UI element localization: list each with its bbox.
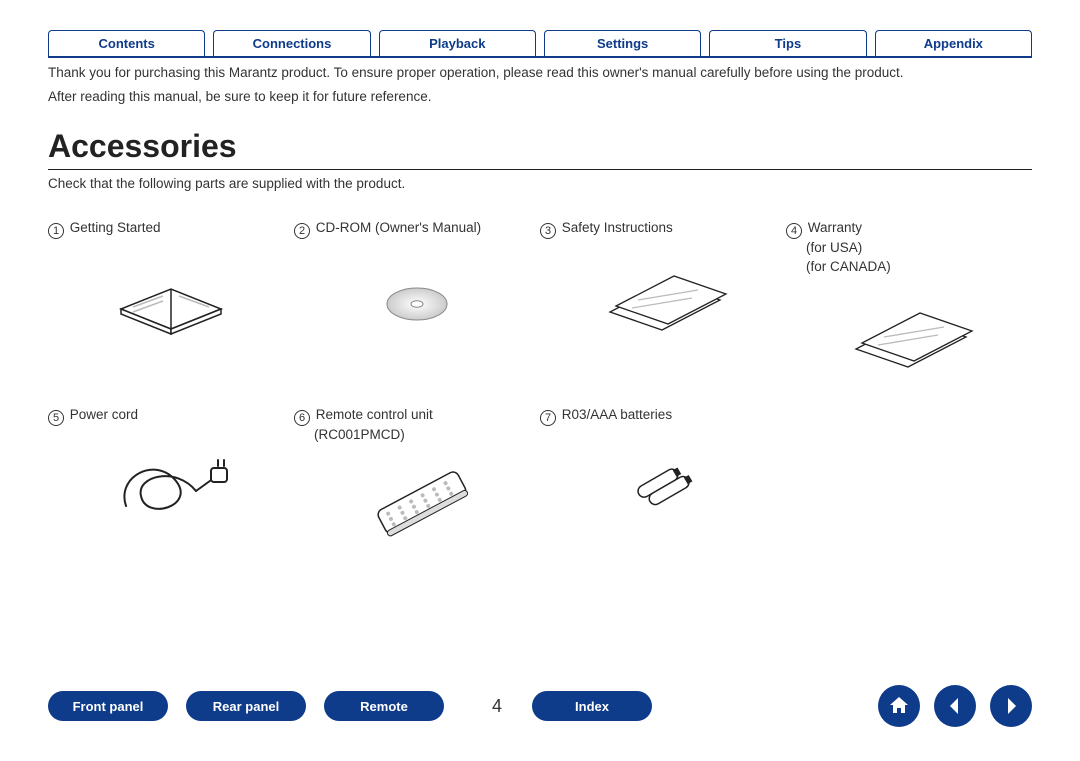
sheets-icon: [786, 286, 1032, 386]
top-tabs: Contents Connections Playback Settings Tips A…: [48, 30, 1032, 58]
nav-remote[interactable]: Remote: [324, 691, 444, 721]
accessory-label: 4 Warranty (for USA) (for CANADA): [786, 219, 1032, 275]
accessory-label: 7 R03/AAA batteries: [540, 406, 786, 426]
accessory-label-text: (RC001PMCD): [314, 427, 405, 442]
accessory-6: 6 Remote control unit (RC001PMCD): [294, 406, 540, 554]
accessory-label: 2 CD-ROM (Owner's Manual): [294, 219, 540, 239]
tab-playback[interactable]: Playback: [379, 30, 536, 56]
intro-line-1: Thank you for purchasing this Marantz pr…: [48, 64, 1032, 82]
cd-icon: [294, 249, 540, 349]
accessory-label: 5 Power cord: [48, 406, 294, 426]
tab-tips[interactable]: Tips: [709, 30, 866, 56]
accessory-label-text: Safety Instructions: [558, 220, 673, 235]
tab-contents[interactable]: Contents: [48, 30, 205, 56]
accessory-label-text: (for CANADA): [806, 259, 891, 274]
back-icon[interactable]: [934, 685, 976, 727]
accessory-2: 2 CD-ROM (Owner's Manual): [294, 219, 540, 385]
accessory-number-icon: 5: [48, 410, 64, 426]
accessory-3: 3 Safety Instructions: [540, 219, 786, 385]
bottom-nav: Front panel Rear panel Remote 4 Index: [48, 685, 1032, 727]
accessory-number-icon: 1: [48, 223, 64, 239]
nav-rear-panel[interactable]: Rear panel: [186, 691, 306, 721]
nav-index[interactable]: Index: [532, 691, 652, 721]
page-title: Accessories: [48, 128, 1032, 165]
section-subtitle: Check that the following parts are suppl…: [48, 176, 1032, 191]
accessory-label: 1 Getting Started: [48, 219, 294, 239]
accessory-number-icon: 6: [294, 410, 310, 426]
accessory-number-icon: 2: [294, 223, 310, 239]
batteries-icon: [540, 436, 786, 536]
accessory-label: 6 Remote control unit (RC001PMCD): [294, 406, 540, 444]
accessory-4: 4 Warranty (for USA) (for CANADA): [786, 219, 1032, 385]
accessory-number-icon: 3: [540, 223, 556, 239]
sheets-icon: [540, 249, 786, 349]
accessory-label-text: (for USA): [806, 240, 862, 255]
accessory-label-text: Getting Started: [66, 220, 161, 235]
accessory-5: 5 Power cord: [48, 406, 294, 554]
accessory-label-text: Power cord: [66, 407, 138, 422]
intro-line-2: After reading this manual, be sure to ke…: [48, 88, 1032, 106]
home-icon[interactable]: [878, 685, 920, 727]
booklet-icon: [48, 249, 294, 349]
title-rule: [48, 169, 1032, 170]
accessories-grid: 1 Getting Started 2 CD-ROM (Owner's Manu…: [48, 219, 1032, 554]
accessory-number-icon: 4: [786, 223, 802, 239]
accessory-1: 1 Getting Started: [48, 219, 294, 385]
tab-appendix[interactable]: Appendix: [875, 30, 1032, 56]
accessory-label-text: R03/AAA batteries: [558, 407, 672, 422]
remote-icon: [294, 454, 540, 554]
accessory-label-text: Remote control unit: [312, 407, 433, 422]
accessory-label-text: CD-ROM (Owner's Manual): [312, 220, 481, 235]
nav-front-panel[interactable]: Front panel: [48, 691, 168, 721]
page-number: 4: [492, 696, 502, 717]
powercord-icon: [48, 436, 294, 536]
tab-connections[interactable]: Connections: [213, 30, 370, 56]
accessory-number-icon: 7: [540, 410, 556, 426]
accessory-7: 7 R03/AAA batteries: [540, 406, 786, 554]
accessory-label-text: Warranty: [804, 220, 862, 235]
accessory-label: 3 Safety Instructions: [540, 219, 786, 239]
forward-icon[interactable]: [990, 685, 1032, 727]
tab-settings[interactable]: Settings: [544, 30, 701, 56]
